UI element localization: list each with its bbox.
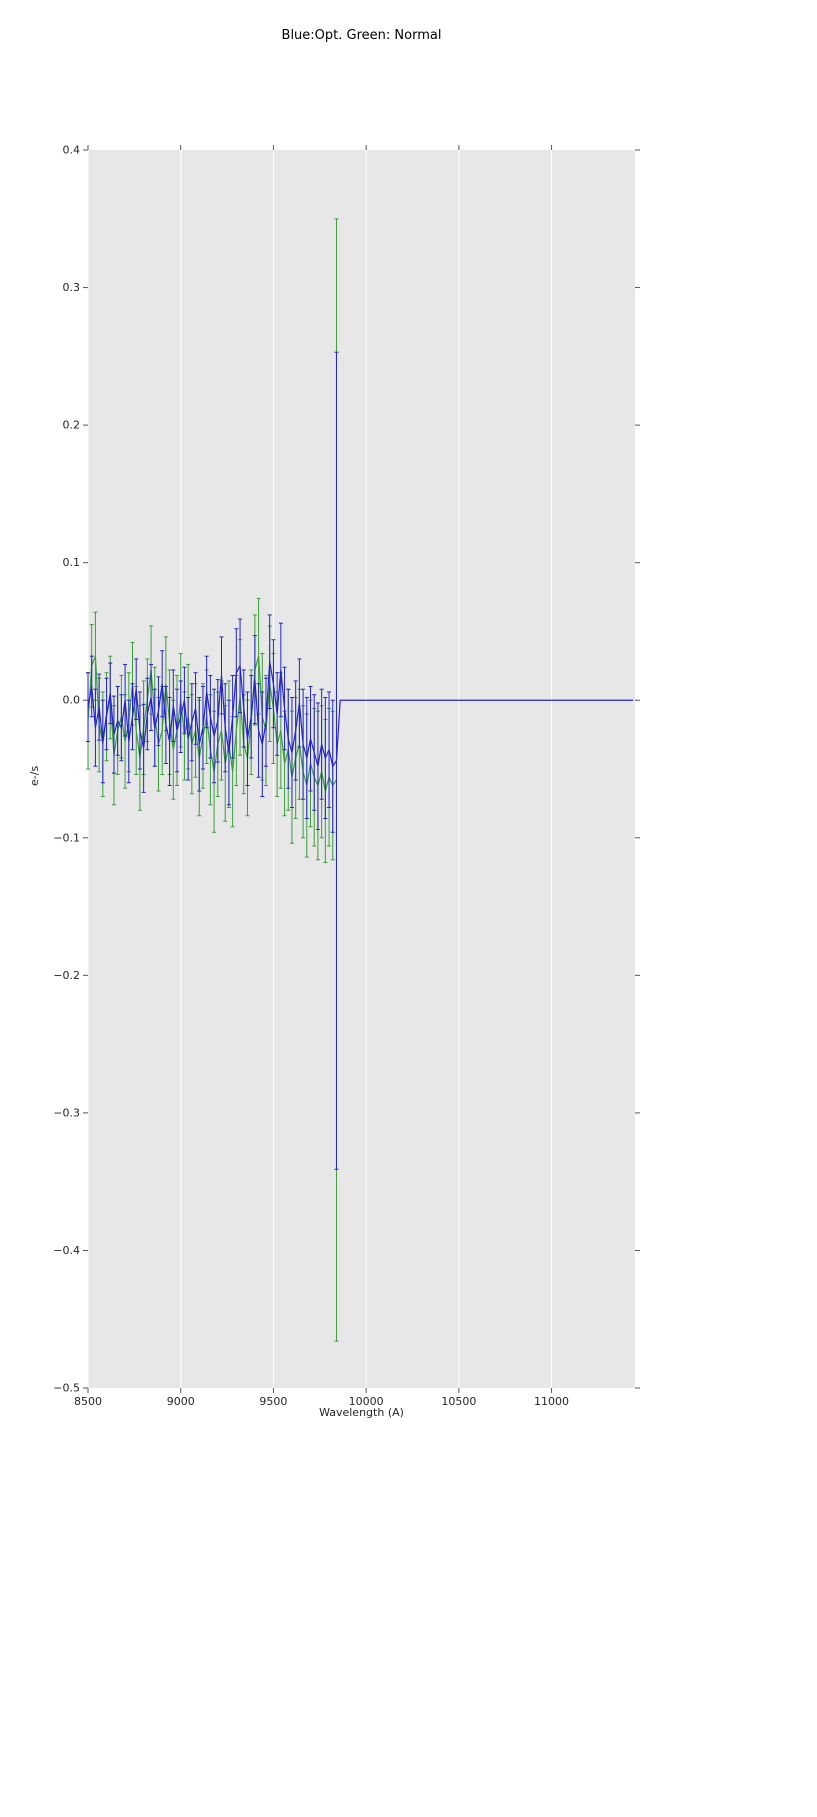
opt-line xyxy=(87,661,634,768)
svg-text:0.0: 0.0 xyxy=(63,694,81,707)
svg-text:−0.5: −0.5 xyxy=(53,1382,80,1395)
opt-errorbars xyxy=(86,351,339,1170)
svg-text:−0.1: −0.1 xyxy=(53,831,80,844)
chart-title: Blue:Opt. Green: Normal xyxy=(281,28,442,43)
svg-text:−0.4: −0.4 xyxy=(53,1244,80,1257)
svg-text:0.1: 0.1 xyxy=(63,556,81,569)
x-tick-labels: 8500 9000 9500 10000 10500 11000 xyxy=(74,1395,569,1408)
plot-area: 8500 9000 9500 10000 10500 110000.40.30.20.10… xyxy=(53,144,640,1408)
svg-text:0.4: 0.4 xyxy=(63,144,81,157)
svg-text:8500: 8500 xyxy=(74,1395,102,1408)
y-tick-labels: 0.4 0.3 0.2 0.1 0.0 −0.1 −0.2 −0.3 −0.4 −0.5 xyxy=(53,144,80,1395)
svg-text:11000: 11000 xyxy=(534,1395,569,1408)
svg-text:10000: 10000 xyxy=(349,1395,384,1408)
svg-text:9000: 9000 xyxy=(167,1395,195,1408)
axis-ticks xyxy=(83,145,640,1393)
y-axis-label: e-/s xyxy=(28,765,41,786)
svg-text:−0.3: −0.3 xyxy=(53,1106,80,1119)
svg-text:0.3: 0.3 xyxy=(63,281,81,294)
normal-line xyxy=(87,655,337,792)
plot-background xyxy=(88,150,635,1388)
svg-text:−0.2: −0.2 xyxy=(53,969,80,982)
x-axis-label: Wavelength (A) xyxy=(319,1406,404,1419)
svg-text:9500: 9500 xyxy=(259,1395,287,1408)
svg-text:0.2: 0.2 xyxy=(63,419,81,432)
svg-text:10500: 10500 xyxy=(441,1395,476,1408)
